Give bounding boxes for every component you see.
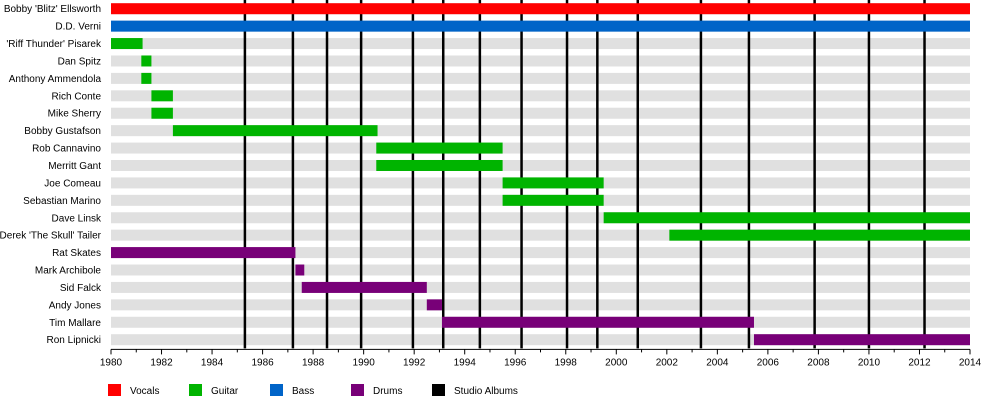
member-label: Rob Cannavino (32, 144, 101, 155)
row-band (111, 212, 970, 224)
x-tick-label: 2008 (807, 357, 830, 368)
member-bar (172, 125, 378, 137)
member-label: Andy Jones (49, 300, 101, 311)
row-band (111, 281, 970, 293)
member-label: Sebastian Marino (23, 196, 101, 207)
member-label: Mike Sherry (48, 109, 101, 120)
row-band (111, 90, 970, 102)
member-bar (301, 281, 427, 293)
row-band (111, 142, 970, 154)
x-tick-label: 1990 (353, 357, 376, 368)
x-tick-label: 1986 (251, 357, 274, 368)
member-bar (502, 194, 604, 206)
row-band (111, 247, 970, 259)
member-bar (151, 90, 173, 102)
member-bar (141, 72, 152, 84)
member-bar (753, 334, 970, 346)
x-tick-label: 1980 (100, 357, 123, 368)
legend-label: Bass (292, 386, 314, 397)
x-tick-label: 1994 (454, 357, 477, 368)
member-label: Ron Lipnicki (47, 335, 101, 346)
legend-swatch (351, 384, 364, 396)
member-bar (111, 3, 970, 15)
legend-swatch (432, 384, 445, 396)
member-bar (669, 229, 970, 241)
member-label: Sid Falck (60, 283, 102, 294)
row-band (111, 264, 970, 276)
row-band (111, 125, 970, 137)
x-tick-label: 1992 (403, 357, 426, 368)
row-band (111, 38, 970, 50)
member-label: Rat Skates (52, 248, 101, 259)
member-label: Derek 'The Skull' Tailer (0, 231, 102, 242)
member-label: Tim Mallare (49, 318, 101, 329)
member-bar (111, 20, 970, 32)
legend-label: Guitar (211, 386, 239, 397)
row-band (111, 72, 970, 84)
member-bar (502, 177, 604, 189)
x-tick-label: 1984 (201, 357, 224, 368)
member-bar (376, 159, 503, 171)
x-tick-label: 1982 (150, 357, 173, 368)
legend-label: Drums (373, 386, 402, 397)
row-band (111, 334, 970, 346)
member-label: D.D. Verni (55, 22, 101, 33)
member-label: Bobby 'Blitz' Ellsworth (4, 4, 101, 15)
row-band (111, 107, 970, 119)
member-bar (141, 55, 152, 67)
member-bar (111, 38, 143, 50)
member-label: Mark Archibole (35, 266, 102, 277)
member-bar (111, 247, 296, 259)
x-tick-label: 2010 (858, 357, 881, 368)
x-tick-label: 1998 (555, 357, 578, 368)
x-tick-label: 2014 (959, 357, 982, 368)
member-label: Dan Spitz (58, 56, 101, 67)
x-tick-label: 1996 (504, 357, 527, 368)
row-band (111, 55, 970, 67)
member-label: Dave Linsk (52, 213, 102, 224)
row-band (111, 159, 970, 171)
row-band (111, 299, 970, 311)
legend-label: Studio Albums (454, 386, 518, 397)
member-bar (441, 316, 754, 328)
member-label: Bobby Gustafson (24, 126, 101, 137)
member-label: 'Riff Thunder' Pisarek (6, 39, 102, 50)
x-tick-label: 2006 (757, 357, 780, 368)
member-bar (603, 212, 970, 224)
member-label: Joe Comeau (44, 178, 101, 189)
member-bar (295, 264, 305, 276)
member-bar (426, 299, 442, 311)
legend-swatch (270, 384, 283, 396)
x-tick-label: 2004 (706, 357, 729, 368)
member-label: Rich Conte (52, 91, 102, 102)
row-band (111, 229, 970, 241)
legend-swatch (108, 384, 121, 396)
member-label: Merritt Gant (48, 161, 101, 172)
member-bar (151, 107, 173, 119)
x-tick-label: 2000 (605, 357, 628, 368)
x-tick-label: 1988 (302, 357, 325, 368)
member-label: Anthony Ammendola (9, 74, 102, 85)
x-tick-label: 2012 (908, 357, 931, 368)
member-bar (376, 142, 503, 154)
legend-swatch (189, 384, 202, 396)
legend-label: Vocals (130, 386, 159, 397)
x-tick-label: 2002 (656, 357, 679, 368)
